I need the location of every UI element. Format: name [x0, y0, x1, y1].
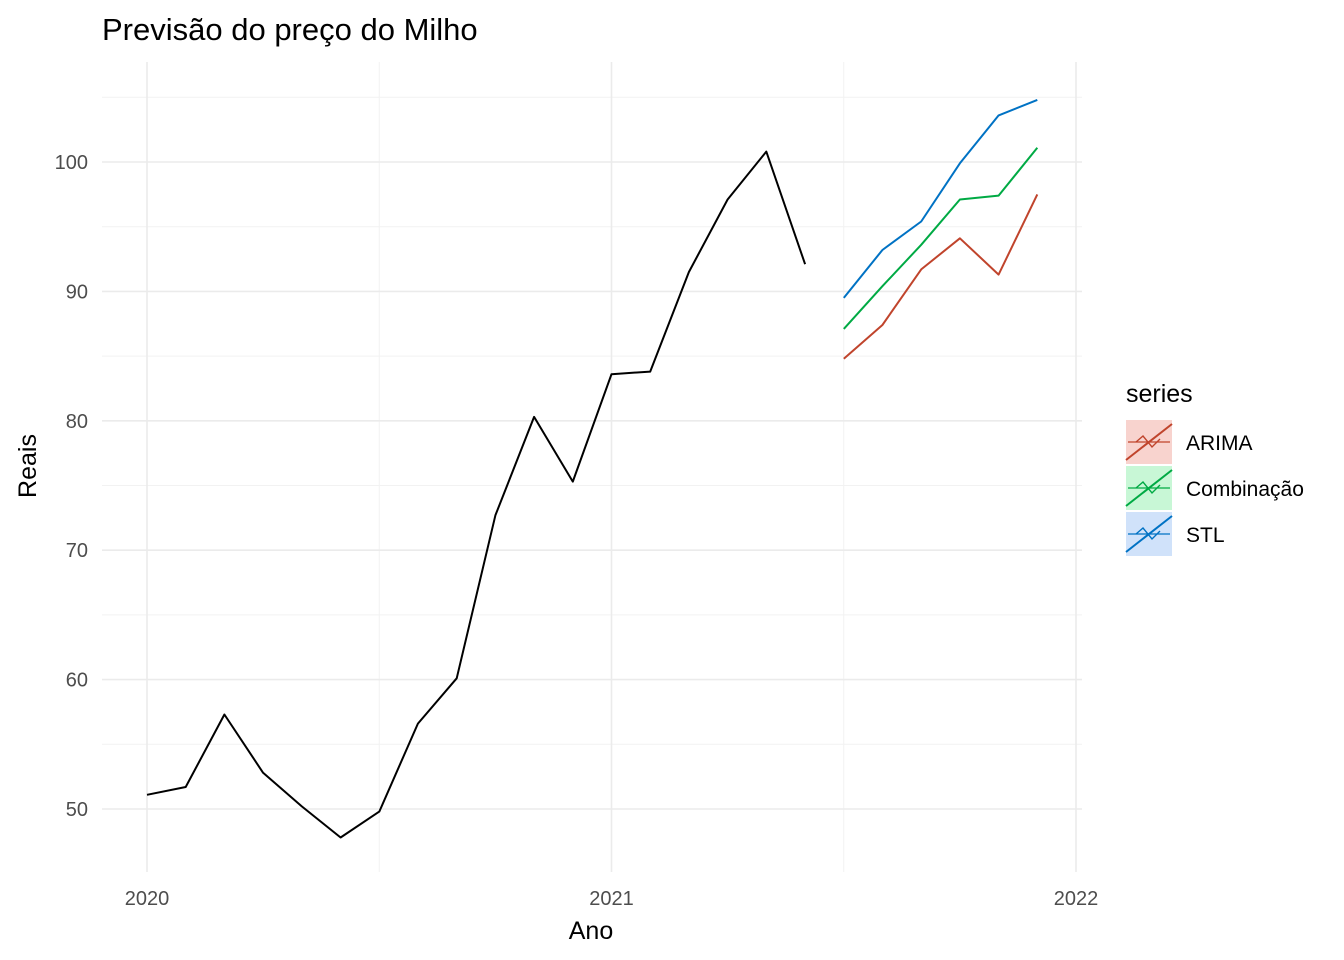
- legend-label-arima: ARIMA: [1186, 432, 1253, 455]
- y-axis-ticks: 50 60 70 80 90 100: [55, 152, 88, 821]
- y-tick-label: 100: [55, 152, 88, 174]
- y-tick-label: 70: [66, 540, 88, 562]
- legend-label-combina-o: Combinação: [1186, 478, 1304, 501]
- legend-key-zigzag: [1135, 435, 1161, 449]
- x-tick-label: 2021: [589, 888, 634, 910]
- x-axis-ticks: 2020 2021 2022: [125, 888, 1099, 910]
- y-axis-title: Reais: [14, 434, 42, 498]
- legend-label-stl: STL: [1186, 524, 1225, 547]
- legend-key-zigzag: [1135, 527, 1161, 541]
- history-series-line: [146, 150, 807, 839]
- grid: [102, 62, 1082, 872]
- x-tick-label: 2020: [125, 888, 170, 910]
- legend-key-zigzag: [1135, 481, 1161, 495]
- series-lines: [146, 98, 1039, 839]
- chart-title: Previsão do preço do Milho: [102, 12, 478, 47]
- y-tick-label: 60: [66, 670, 88, 692]
- legend-title: series: [1126, 380, 1193, 408]
- y-tick-label: 50: [66, 799, 88, 821]
- series-line-combina-o: [843, 147, 1039, 330]
- y-tick-label: 80: [66, 411, 88, 433]
- series-line-stl: [843, 98, 1038, 299]
- x-axis-title: Ano: [569, 917, 613, 945]
- legend-items: ARIMA Combinação STL: [1125, 420, 1304, 556]
- legend: series ARIMA Combinação STL: [1125, 380, 1304, 556]
- series-line-arima: [843, 193, 1039, 360]
- x-tick-label: 2022: [1054, 888, 1099, 910]
- y-tick-label: 90: [66, 281, 88, 303]
